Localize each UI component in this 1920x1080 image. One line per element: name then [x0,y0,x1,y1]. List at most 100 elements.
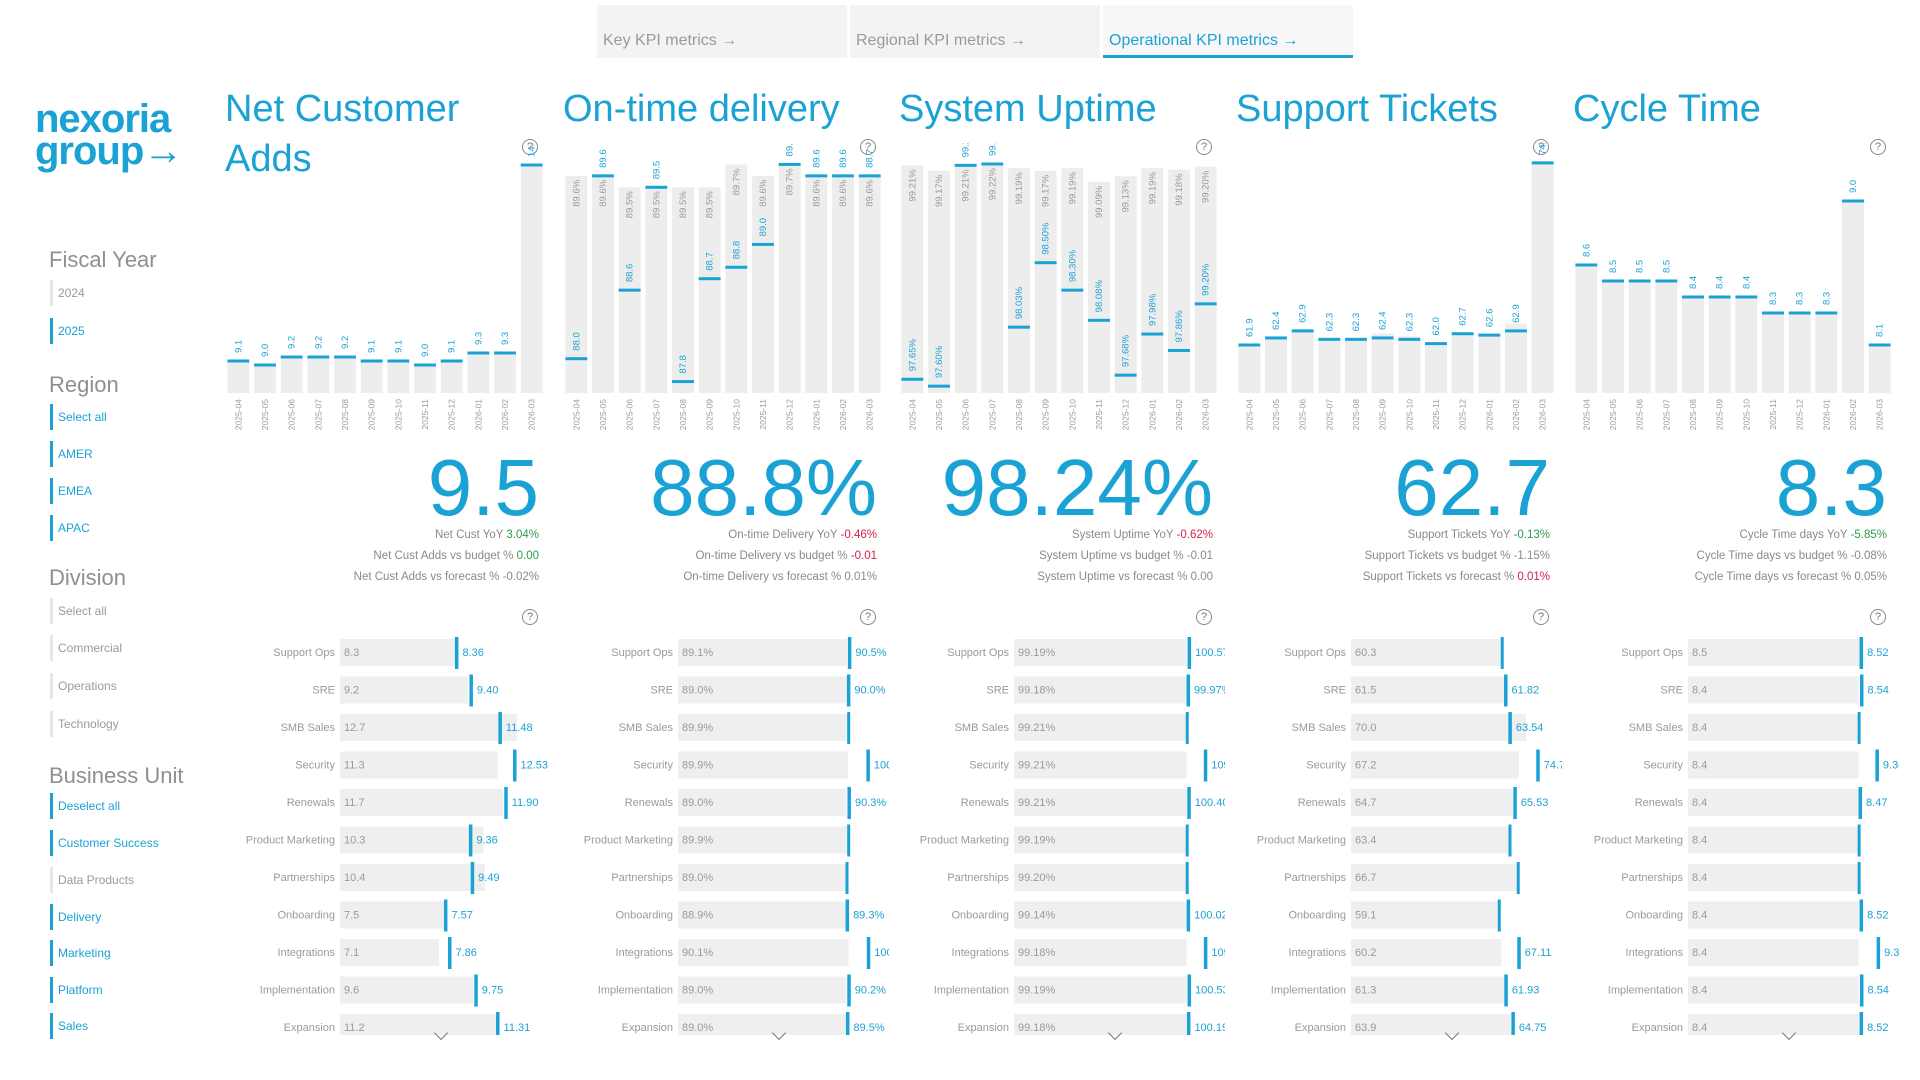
month-bar [1061,168,1084,393]
slicer-item-apac[interactable]: APAC [50,515,90,541]
nav-regional-kpi-button[interactable]: Regional KPI metrics → [850,5,1100,58]
bullet-target-marker [845,862,849,894]
bullet-actual-bar [1688,676,1859,704]
slicer-item-technology[interactable]: Technology [50,711,119,737]
bullet-target-label: 61.93 [1512,985,1540,997]
bullet-actual-bar [340,939,439,966]
slicer-item-sales[interactable]: Sales [50,1013,88,1039]
bullet-category-label: Support Ops [1621,647,1683,659]
fiscal-year-slicer-title: Fiscal Year [49,247,157,272]
slicer-item-operations[interactable]: Operations [50,673,117,699]
actual-value-label: 88.8 [731,241,742,260]
month-tick-label: 2025-11 [1431,399,1441,430]
month-bar [1682,297,1704,393]
help-icon[interactable]: ? [860,139,876,155]
bullet-actual-bar [1351,1014,1511,1035]
month-bar [778,164,801,393]
slicer-item-delivery[interactable]: Delivery [50,904,101,930]
kpi-delta-list: Cycle Time days YoY -5.85% Cycle Time day… [1573,525,1887,588]
slicer-item-select-all[interactable]: Select all [50,404,107,430]
bullet-category-label: Partnerships [947,872,1009,884]
help-icon[interactable]: ? [1533,609,1549,625]
nav-operational-kpi-button[interactable]: Operational KPI metrics → [1103,5,1353,58]
target-value-label: 99.19% [1147,172,1158,205]
bullet-target-marker [866,749,870,782]
month-bar [360,361,383,393]
actual-marker [1628,279,1651,283]
slicer-item-deselect-all[interactable]: Deselect all [50,793,120,819]
help-icon[interactable]: ? [1196,609,1212,625]
actual-marker [1788,311,1811,315]
actual-value-label: 62.6 [1484,309,1495,328]
bullet-actual-label: 61.3 [1355,985,1376,997]
bullet-chart-by-unit: Support Ops 99.19% 100.57% SRE 99.18% 99.97% S… [920,637,1225,1035]
help-icon[interactable]: ? [522,139,538,155]
slicer-item-amer[interactable]: AMER [50,441,93,467]
actual-marker [618,288,641,292]
bullet-actual-label: 89.0% [682,985,713,997]
slicer-item-2024[interactable]: 2024 [50,280,85,306]
slicer-item-data-products[interactable]: Data Products [50,867,134,893]
kpi-panel-on-time-delivery: On-time delivery?? 88.0 89.6% 2025-04 89.6 89… [563,0,889,1080]
slicer-item-select-all[interactable]: Select all [50,598,107,624]
actual-marker [1168,348,1190,352]
bullet-actual-label: 63.9 [1355,1022,1376,1034]
bullet-actual-label: 60.2 [1355,947,1376,959]
month-tick-label: 2026-02 [500,399,510,430]
help-icon[interactable]: ? [1196,139,1212,155]
bullet-actual-label: 8.4 [1692,797,1707,809]
bullet-actual-label: 7.5 [344,910,359,922]
month-bar [1531,162,1554,393]
kpi-delta-row: Support Tickets vs forecast % 0.01% [1236,567,1550,588]
help-icon[interactable]: ? [1870,609,1886,625]
slicer-item-emea[interactable]: EMEA [50,478,92,504]
month-bar [1868,345,1891,393]
slicer-item-platform[interactable]: Platform [50,977,103,1003]
bullet-actual-label: 8.4 [1692,872,1707,884]
bullet-category-label: Integrations [952,947,1010,959]
bullet-category-label: SRE [1660,685,1683,697]
month-bar [752,175,774,393]
bullet-target-label: 109.87% [1211,760,1225,772]
slicer-item-customer-success[interactable]: Customer Success [50,830,159,856]
actual-value-label: 62.9 [1298,304,1309,323]
bullet-actual-label: 89.9% [682,835,713,847]
bullet-target-label: 64.75 [1519,1022,1547,1034]
month-tick-label: 2026-01 [1821,399,1831,430]
kpi-big-value: 9.5 [427,443,539,532]
actual-value-label: 8.4 [1715,276,1726,289]
month-bar [858,175,881,393]
month-tick-label: 2026-01 [1484,399,1494,430]
actual-value-label: 98.08% [1094,280,1105,313]
bullet-actual-bar [678,789,847,816]
month-tick-label: 2025-09 [1378,399,1388,430]
slicer-item-marketing[interactable]: Marketing [50,940,111,966]
help-icon[interactable]: ? [522,609,538,625]
help-icon[interactable]: ? [860,609,876,625]
bullet-target-label: 9.75 [482,985,503,997]
actual-value-label: 9.2 [313,336,324,349]
bullet-actual-label: 99.19% [1018,835,1056,847]
bullet-target-marker [1185,824,1189,857]
slicer-item-commercial[interactable]: Commercial [50,635,122,661]
help-icon[interactable]: ? [1533,139,1549,155]
actual-value-label: 62.3 [1404,313,1415,332]
nav-key-kpi-button[interactable]: Key KPI metrics → [597,5,847,58]
month-tick-label: 2026-02 [1511,399,1521,430]
actual-marker [1478,333,1501,337]
slicer-item-2025[interactable]: 2025 [50,318,85,344]
bullet-category-label: Integrations [1289,947,1347,959]
kpi-delta-value: 0.01% [1517,571,1550,583]
actual-value-label: 9.3 [500,332,511,345]
bullet-category-label: Partnerships [1621,872,1683,884]
bullet-actual-label: 8.4 [1692,985,1707,997]
bullet-category-label: Onboarding [278,910,336,922]
panel-title: On-time delivery [563,88,840,130]
help-icon[interactable]: ? [1870,139,1886,155]
actual-marker [645,185,668,189]
bullet-target-marker [1857,862,1861,894]
bullet-target-label: 11.48 [506,722,533,734]
bullet-actual-bar [340,1014,496,1035]
bullet-target-label: 9.30 [1883,760,1899,772]
kpi-delta-row: Net Cust Adds vs forecast % -0.02% [225,567,539,588]
